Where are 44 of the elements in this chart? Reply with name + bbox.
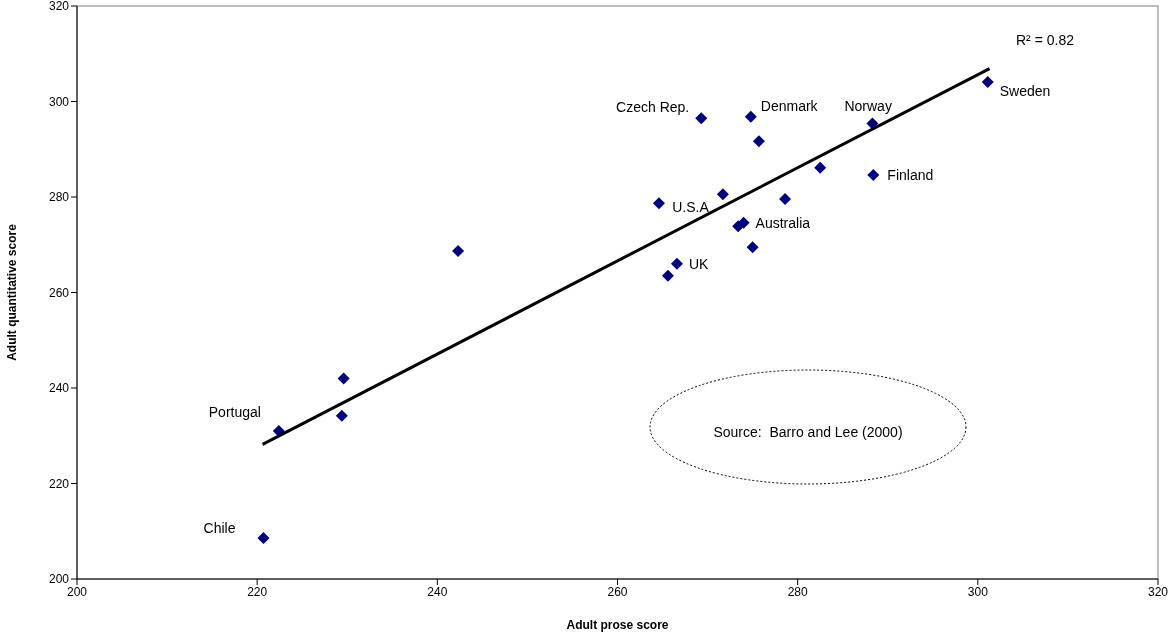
- annotation: U.S.A: [672, 199, 710, 216]
- annotation: R² = 0.82: [1016, 32, 1075, 48]
- y-tick-label: 200: [48, 572, 70, 587]
- point: [744, 110, 757, 123]
- point: [814, 161, 827, 174]
- point: [670, 257, 683, 270]
- annotation: Source: Barro and Lee (2000): [713, 424, 903, 440]
- annotation: UK: [688, 255, 710, 272]
- x-tick-label: 220: [247, 584, 268, 599]
- x-tick-label: 240: [427, 584, 448, 599]
- annotation: Australia: [755, 214, 811, 231]
- x-axis-title: Adult prose score: [566, 618, 669, 632]
- point: [779, 192, 792, 205]
- y-tick-label: 260: [48, 285, 70, 300]
- point: [716, 188, 729, 201]
- point: [257, 531, 270, 544]
- x-tick-label: 300: [967, 584, 989, 599]
- y-tick-label: 320: [48, 0, 70, 14]
- annotation: Denmark: [760, 97, 819, 114]
- annotation: Norway: [844, 98, 892, 115]
- point: [652, 197, 665, 210]
- point: [335, 409, 348, 422]
- point: [752, 135, 765, 148]
- annotation: Portugal: [208, 403, 261, 420]
- point: [746, 241, 759, 254]
- point: [337, 372, 350, 385]
- annotation: Czech Rep.: [616, 99, 690, 116]
- point: [981, 75, 994, 88]
- y-tick-label: 240: [48, 381, 70, 396]
- x-tick-label: 260: [607, 584, 628, 599]
- point: [695, 112, 708, 125]
- annotation: Chile: [203, 519, 236, 536]
- y-tick-label: 220: [48, 476, 70, 491]
- point: [661, 269, 674, 282]
- y-tick-label: 280: [48, 190, 70, 205]
- annotation: Sweden: [999, 82, 1051, 99]
- annotation: Finland: [887, 167, 934, 184]
- y-axis-title: Adult quantitative score: [5, 223, 20, 361]
- y-tick-label: 300: [48, 94, 70, 109]
- x-tick-label: 320: [1147, 584, 1169, 599]
- x-tick-label: 200: [66, 584, 88, 599]
- x-tick-label: 280: [787, 584, 808, 599]
- point: [867, 169, 880, 182]
- point: [452, 244, 465, 257]
